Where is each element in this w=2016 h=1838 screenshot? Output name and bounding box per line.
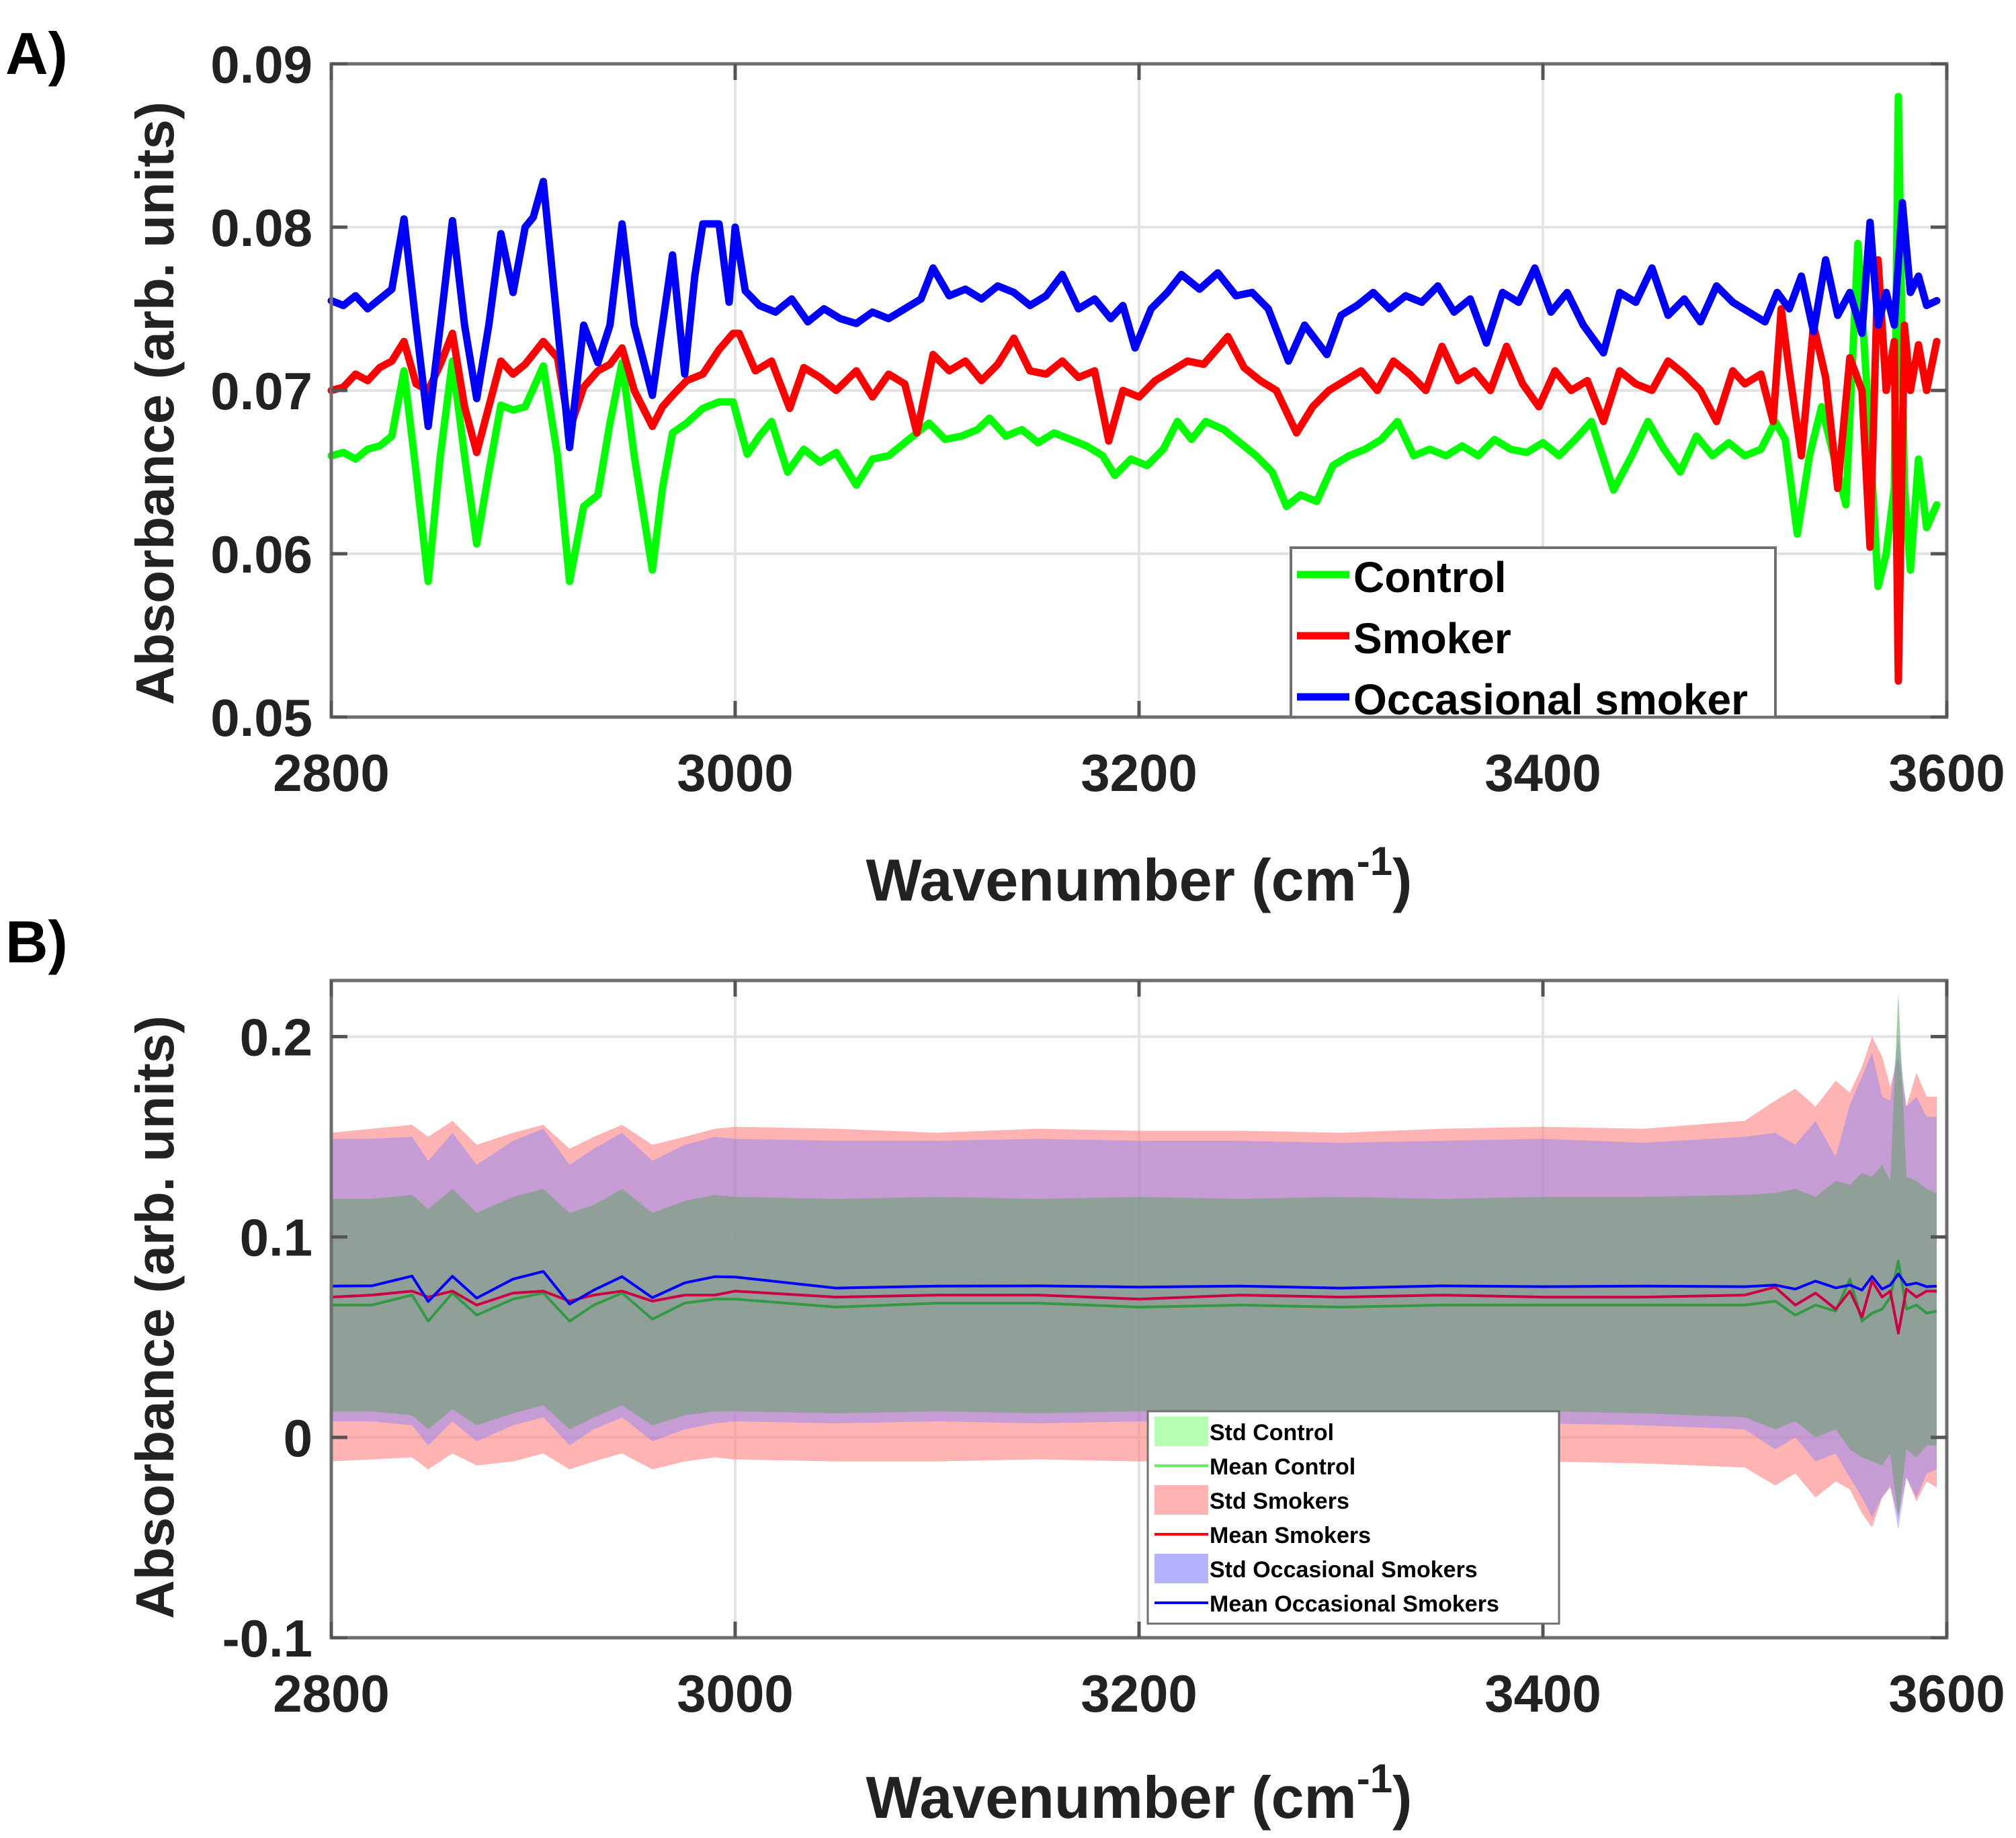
mean-line-mean-occasional-smokers [331,1269,1937,1306]
panel-b-legend-box [1146,1410,1560,1625]
x-tick-label: 2800 [273,743,390,802]
panel-a-legend: Control Smoker Occasional smoker [1290,546,1777,724]
panel-a-x-axis-title: Wavenumber (cm-1) [866,839,1413,913]
mean-line-mean-smokers [331,1280,1937,1335]
y-tick-label: 0.06 [210,525,312,584]
panel-b-std-bands [331,992,1937,1530]
std-band-std-occasional-smokers [331,1036,1937,1530]
panel-b-x-axis-title-sup: -1 [1357,1756,1392,1801]
y-tick-label: 0.05 [210,688,312,747]
legend-label-mean-smokers: Mean Smokers [1210,1523,1371,1548]
y-tick-label: 0.08 [210,198,312,257]
legend-label-std-control: Std Control [1210,1420,1334,1446]
panel-a-label: A) [5,20,68,87]
y-tick-label: 0 [284,1409,312,1468]
panel-a: A) 2800 3000 3200 3400 3600 0.05 0.06 0.07 0.08… [5,20,2005,913]
legend-label-control: Control [1353,553,1507,601]
panel-b-x-axis-title-close: ) [1392,1764,1412,1831]
legend-swatch-std-control [1154,1417,1208,1446]
std-band-std-control [331,992,1937,1518]
panel-a-legend-box [1290,546,1777,718]
x-tick-label: 3200 [1081,1664,1198,1723]
panel-b-legend: Std Control Mean Control Std Smokers Mean S… [1146,1410,1560,1625]
x-tick-label: 3400 [1484,743,1601,802]
legend-label-std-occasional-smokers: Std Occasional Smokers [1210,1557,1478,1583]
x-tick-label: 3600 [1888,1664,2005,1723]
panel-a-x-axis-title-sup: -1 [1357,839,1392,884]
panel-b-x-axis-title: Wavenumber (cm-1) [866,1756,1413,1831]
panel-b-x-tick-labels: 2800 3000 3200 3400 3600 [273,1664,2005,1723]
std-band-std-smokers [331,1036,1937,1528]
legend-label-std-smokers: Std Smokers [1210,1489,1349,1514]
panel-b-y-tick-labels: -0.1 0 0.1 0.2 [222,1007,312,1668]
panel-a-y-tick-labels: 0.05 0.06 0.07 0.08 0.09 [210,35,312,747]
x-tick-label: 3000 [677,1664,794,1723]
x-tick-label: 2800 [273,1664,390,1723]
panel-a-ticks [329,62,1949,719]
legend-swatch-std-smokers [1154,1485,1208,1515]
x-tick-label: 3200 [1081,743,1198,802]
panel-a-x-tick-labels: 2800 3000 3200 3400 3600 [273,743,2005,802]
panel-b-label: B) [5,909,68,975]
y-tick-label: 0.09 [210,35,312,94]
y-tick-label: -0.1 [222,1609,312,1668]
x-tick-label: 3600 [1888,743,2005,802]
legend-swatch-std-occasional-smokers [1154,1554,1208,1583]
panel-b: B) 2800 3000 3200 3400 3600 -0.1 0 0.1 0.2 Wave… [5,909,2005,1831]
panel-a-x-axis-title-main: Wavenumber (cm [866,847,1357,913]
panel-b-y-axis-title: Absorbance (arb. units) [125,1015,185,1619]
legend-label-smoker: Smoker [1353,614,1511,663]
legend-label-mean-occasional-smokers: Mean Occasional Smokers [1210,1591,1499,1617]
x-tick-label: 3400 [1484,1664,1601,1723]
y-tick-label: 0.07 [210,362,312,421]
y-tick-label: 0.2 [240,1007,312,1067]
y-tick-label: 0.1 [240,1208,312,1267]
panel-b-mean-lines [331,1259,1937,1335]
panel-a-y-axis-title: Absorbance (arb. units) [125,101,185,705]
mean-line-mean-control [331,1259,1937,1323]
std-band-overlap [331,992,1937,1518]
panel-b-x-axis-title-main: Wavenumber (cm [866,1764,1357,1831]
legend-label-occasional-smoker: Occasional smoker [1353,675,1748,724]
x-tick-label: 3000 [677,743,794,802]
panel-b-ticks [329,980,1949,1640]
series-line-occasional-smoker [327,177,1941,452]
panel-a-series [327,93,1941,685]
series-line-control [327,93,1941,591]
legend-label-mean-control: Mean Control [1210,1454,1355,1480]
panel-a-x-axis-title-close: ) [1392,847,1412,913]
